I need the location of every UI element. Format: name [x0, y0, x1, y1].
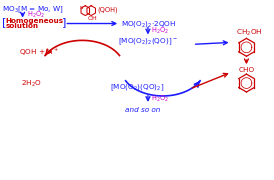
- Text: ]: ]: [62, 17, 67, 28]
- Text: MO(O$_2$)$_2$·2QOH: MO(O$_2$)$_2$·2QOH: [121, 19, 176, 29]
- Text: N: N: [79, 6, 83, 10]
- Text: H$_2$O$_2$: H$_2$O$_2$: [151, 25, 169, 36]
- Text: [: [: [2, 17, 6, 28]
- Text: solution: solution: [6, 22, 39, 28]
- Text: [MO(O$_2$)$_2$(QO)]$^-$: [MO(O$_2$)$_2$(QO)]$^-$: [118, 36, 178, 47]
- Text: QOH + H$^+$: QOH + H$^+$: [19, 47, 58, 58]
- Text: (QOH): (QOH): [97, 6, 118, 13]
- Text: CHO: CHO: [238, 67, 255, 73]
- Text: [MO(O$_2$)(QO)$_2$]: [MO(O$_2$)(QO)$_2$]: [110, 83, 165, 93]
- Text: Homogeneous: Homogeneous: [6, 17, 64, 24]
- Text: 2H$_2$O: 2H$_2$O: [21, 79, 41, 89]
- Text: OH: OH: [87, 16, 97, 21]
- Text: MO$_3$[M = Mo, W]: MO$_3$[M = Mo, W]: [2, 5, 64, 15]
- Text: CH$_2$OH: CH$_2$OH: [236, 27, 263, 38]
- Text: H$_2$O$_2$: H$_2$O$_2$: [151, 94, 169, 104]
- Text: H$_2$O$_2$: H$_2$O$_2$: [27, 10, 45, 20]
- Text: and so on: and so on: [125, 107, 161, 113]
